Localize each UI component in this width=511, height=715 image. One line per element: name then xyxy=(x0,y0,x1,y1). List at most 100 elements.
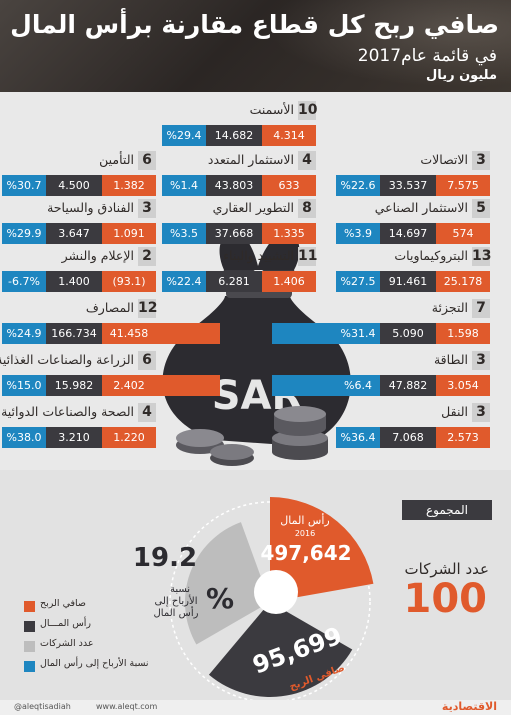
sector-capital: 15.982 xyxy=(46,375,102,396)
sector-block: 3 النقل 2.573 7.068 %36.4 xyxy=(336,402,490,458)
sector-profit-ratio: %31.4 xyxy=(336,323,380,344)
legend-swatch xyxy=(24,621,35,632)
sector-capital: 4.500 xyxy=(46,175,102,196)
sector-capital: 166.734 xyxy=(46,323,102,344)
sector-ratio-band xyxy=(272,323,336,344)
sector-block: 7 التجزئة 1.598 5.090 %31.4 xyxy=(336,298,490,354)
sector-net-profit: 41.458 xyxy=(102,323,156,344)
sector-values-bar: 1.406 6.281 %22.4 xyxy=(162,271,316,292)
sector-block: 3 الفنادق والسياحة 1.091 3.647 %29.9 xyxy=(2,198,156,254)
sector-name: التأمين xyxy=(99,152,134,167)
twitter-handle: @aleqtisadiah xyxy=(14,702,71,711)
sector-profit-ratio: %36.4 xyxy=(336,427,380,448)
sector-profit-ratio: %22.6 xyxy=(336,175,380,196)
sector-company-count: 4 xyxy=(138,403,156,422)
sector-name: الاستثمار الصناعي xyxy=(374,200,468,215)
sector-profit-ratio: %15.0 xyxy=(2,375,46,396)
sector-profit-ratio: %29.4 xyxy=(162,125,206,146)
sector-values-bar: 4.314 14.682 %29.4 xyxy=(162,125,316,146)
legend-swatch xyxy=(24,601,35,612)
legend-swatch xyxy=(24,641,35,652)
sector-company-count: 3 xyxy=(472,351,490,370)
sector-net-profit: 3.054 xyxy=(436,375,490,396)
sector-company-count: 6 xyxy=(138,351,156,370)
sector-values-bar: 7.575 33.537 %22.6 xyxy=(336,175,490,196)
sector-capital: 1.400 xyxy=(46,271,102,292)
sector-values-bar: (93.1) 1.400 -6.7% xyxy=(2,271,156,292)
sector-company-count: 4 xyxy=(298,151,316,170)
sector-capital: 6.281 xyxy=(206,271,262,292)
sector-name: الصحة والصناعات الدوائية xyxy=(1,404,134,419)
sector-net-profit: 7.575 xyxy=(436,175,490,196)
companies-count-value: 100 xyxy=(403,576,488,622)
brand-logo-text: الاقتصادية xyxy=(441,700,497,713)
sector-block: 3 الاتصالات 7.575 33.537 %22.6 xyxy=(336,150,490,206)
sector-block: 2 الإعلام والنشر (93.1) 1.400 -6.7% xyxy=(2,246,156,302)
sector-block: 13 البتروكيماويات 25.178 91.461 %27.5 xyxy=(336,246,491,302)
pie-capital-wedge xyxy=(270,497,374,602)
header: صافي ربح كل قطاع مقارنة برأس المال في قا… xyxy=(0,0,511,92)
sector-values-bar: 1.382 4.500 %30.7 xyxy=(2,175,156,196)
sector-ratio-band xyxy=(272,375,336,396)
sector-company-count: 3 xyxy=(472,403,490,422)
sector-name: الإعلام والنشر xyxy=(61,248,134,263)
sector-values-bar: 2.573 7.068 %36.4 xyxy=(336,427,490,448)
sector-company-count: 2 xyxy=(138,247,156,266)
sector-profit-band xyxy=(156,323,220,344)
sector-name: الاتصالات xyxy=(420,152,468,167)
sector-name: النقل xyxy=(441,404,468,419)
sector-capital: 91.461 xyxy=(380,271,436,292)
sector-values-bar: 3.054 47.882 %6.4 xyxy=(336,375,490,396)
coins-icon xyxy=(176,406,328,466)
sector-name: التطوير العقاري xyxy=(212,200,294,215)
sector-name: الزراعة والصناعات الغذائية xyxy=(0,352,134,367)
legend-swatch xyxy=(24,661,35,672)
sector-capital: 7.068 xyxy=(380,427,436,448)
sector-company-count: 10 xyxy=(298,101,318,120)
sector-profit-ratio: %22.4 xyxy=(162,271,206,292)
companies-count-label: عدد الشركات xyxy=(404,560,490,578)
sector-capital: 33.537 xyxy=(380,175,436,196)
sector-capital: 3.210 xyxy=(46,427,102,448)
sector-profit-ratio: %24.9 xyxy=(2,323,46,344)
sector-net-profit: 1.382 xyxy=(102,175,156,196)
legend-label: رأس المـــال xyxy=(40,618,92,629)
sector-net-profit: 1.598 xyxy=(436,323,490,344)
sector-block: 6 الزراعة والصناعات الغذائية 2.402 15.982 %1… xyxy=(0,350,156,406)
sector-block: 8 التطوير العقاري 1.335 37.668 %3.5 xyxy=(162,198,316,254)
page-title: صافي ربح كل قطاع مقارنة برأس المال xyxy=(10,10,499,39)
sector-capital: 37.668 xyxy=(206,223,262,244)
header-glow xyxy=(251,0,511,92)
sector-company-count: 7 xyxy=(472,299,490,318)
footer: @aleqtisadiah www.aleqt.com الاقتصادية xyxy=(0,700,511,715)
sector-profit-band xyxy=(156,375,220,396)
percent-sign: % xyxy=(206,582,234,615)
sector-net-profit: 4.314 xyxy=(262,125,316,146)
sector-company-count: 8 xyxy=(298,199,316,218)
sector-values-bar: 1.220 3.210 %38.0 xyxy=(2,427,156,448)
pie-profit-wedge xyxy=(208,602,353,697)
legend-label: عدد الشركات xyxy=(40,638,94,649)
legend-item: نسبة الأرباح إلى رأس المال xyxy=(24,658,149,675)
sector-values-bar: 1.335 37.668 %3.5 xyxy=(162,223,316,244)
sector-net-profit: 1.406 xyxy=(262,271,316,292)
sector-name: الأسمنت xyxy=(249,102,294,117)
sector-name: البتروكيماويات xyxy=(394,248,468,263)
capital-value: 497,642 xyxy=(260,541,351,565)
sector-company-count: 11 xyxy=(298,247,318,266)
sector-profit-ratio: %38.0 xyxy=(2,427,46,448)
sector-name: الطاقة xyxy=(433,352,468,367)
sector-profit-ratio: %3.5 xyxy=(162,223,206,244)
sector-net-profit: 2.573 xyxy=(436,427,490,448)
sector-company-count: 3 xyxy=(138,199,156,218)
legend-item: عدد الشركات xyxy=(24,638,144,655)
sector-values-bar: 1.598 5.090 %31.4 xyxy=(336,323,490,344)
sector-block: 11 التشييد والبناء 1.406 6.281 %22.4 xyxy=(162,246,318,302)
sector-capital: 47.882 xyxy=(380,375,436,396)
ratio-label-line3: رأس المال xyxy=(154,606,199,619)
pie-ratio-wedge xyxy=(185,522,270,645)
sector-block: 5 الاستثمار الصناعي 574 14.697 %3.9 xyxy=(336,198,490,254)
sector-net-profit: 1.335 xyxy=(262,223,316,244)
totals-heading: المجموع xyxy=(402,500,492,520)
